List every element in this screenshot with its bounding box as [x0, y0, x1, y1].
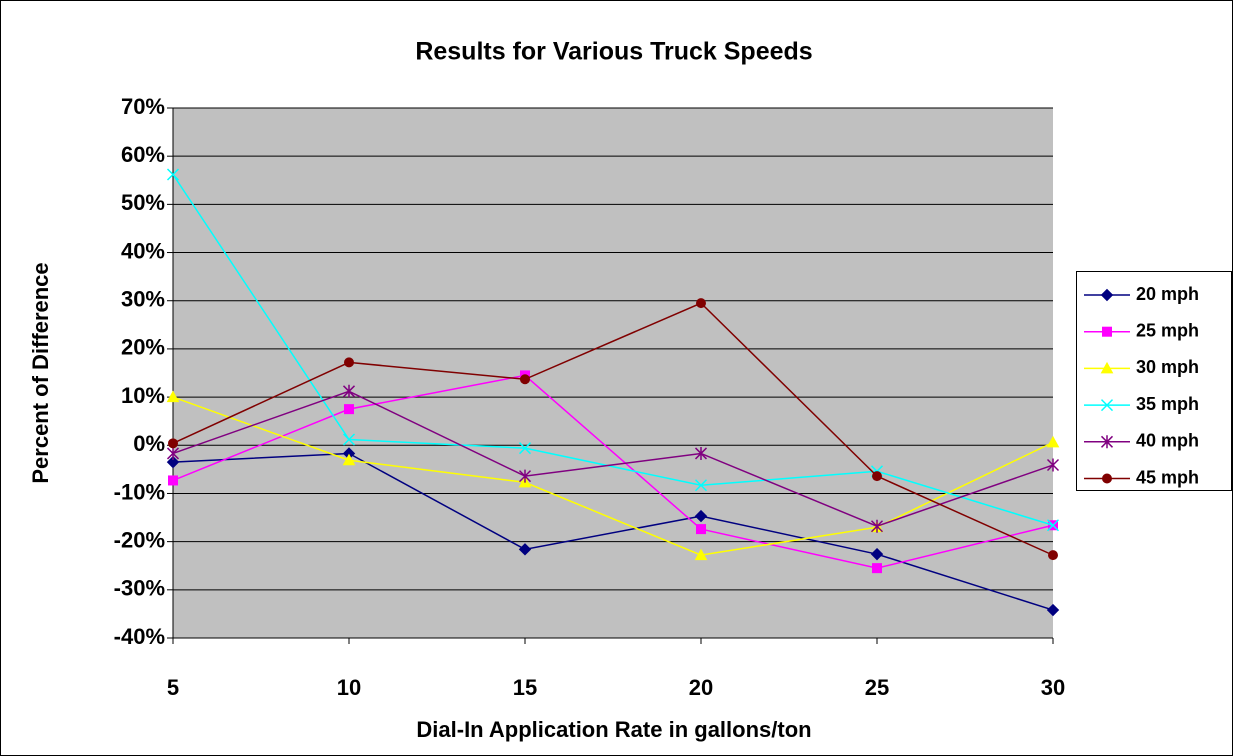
y-tick-label: 50%: [121, 190, 165, 215]
marker: [166, 455, 180, 469]
marker: [694, 509, 708, 523]
series-line: [172, 302, 1054, 556]
marker: [694, 446, 708, 460]
marker: [870, 519, 884, 533]
x-tick-label: 25: [865, 675, 889, 700]
marker: [166, 168, 180, 181]
marker: [872, 471, 882, 482]
marker: [696, 298, 706, 309]
marker: [872, 563, 882, 574]
y-tick-label: -20%: [114, 527, 165, 552]
legend-box: [1076, 271, 1232, 491]
legend-marker: [1100, 361, 1114, 374]
marker: [344, 357, 354, 368]
series-line: [172, 396, 1054, 556]
x-tick-label: 30: [1041, 675, 1065, 700]
legend-label: 25 mph: [1136, 320, 1199, 340]
marker: [166, 390, 180, 403]
marker: [694, 479, 708, 492]
x-tick-label: 20: [689, 675, 713, 700]
legend-marker: [1102, 473, 1112, 484]
legend-label: 40 mph: [1136, 431, 1199, 451]
y-axis-title: Percent of Difference: [28, 262, 53, 483]
marker: [1046, 458, 1060, 472]
x-tick-label: 15: [513, 675, 537, 700]
y-tick-label: 70%: [121, 94, 165, 119]
x-axis-title: Dial-In Application Rate in gallons/ton: [416, 717, 811, 742]
marker: [166, 446, 180, 460]
plot-area: [173, 108, 1053, 638]
marker: [1048, 550, 1058, 561]
y-tick-label: 40%: [121, 238, 165, 263]
y-tick-label: -10%: [114, 479, 165, 504]
marker: [694, 548, 708, 561]
marker: [870, 547, 884, 561]
marker: [1046, 519, 1060, 532]
series-line: [172, 390, 1054, 528]
marker: [168, 438, 178, 449]
y-tick-label: 10%: [121, 383, 165, 408]
x-tick-label: 10: [337, 675, 361, 700]
y-tick-label: -30%: [114, 576, 165, 601]
legend-label: 20 mph: [1136, 284, 1199, 304]
marker: [696, 524, 706, 535]
y-tick-label: -40%: [114, 624, 165, 649]
legend-marker: [1100, 435, 1114, 449]
y-tick-label: 0%: [133, 431, 165, 456]
legend-marker: [1100, 399, 1114, 412]
y-tick-label: 60%: [121, 142, 165, 167]
marker: [342, 453, 356, 466]
series-line: [172, 374, 1054, 569]
x-tick-label: 5: [167, 675, 179, 700]
marker: [518, 469, 532, 483]
marker: [168, 475, 178, 486]
marker: [1046, 603, 1060, 617]
marker: [342, 384, 356, 398]
y-tick-label: 30%: [121, 287, 165, 312]
chart-title: Results for Various Truck Speeds: [415, 38, 812, 66]
marker: [342, 433, 356, 446]
marker: [518, 543, 532, 556]
series-line: [172, 174, 1054, 526]
y-tick-label: 20%: [121, 335, 165, 360]
legend-label: 45 mph: [1136, 467, 1199, 487]
legend-marker: [1100, 288, 1114, 302]
legend-label: 30 mph: [1136, 357, 1199, 377]
marker: [520, 374, 530, 385]
marker: [344, 404, 354, 415]
marker: [518, 442, 532, 455]
marker: [1046, 435, 1060, 448]
series-line: [172, 452, 1054, 611]
legend-marker: [1102, 326, 1112, 337]
legend-label: 35 mph: [1136, 394, 1199, 414]
